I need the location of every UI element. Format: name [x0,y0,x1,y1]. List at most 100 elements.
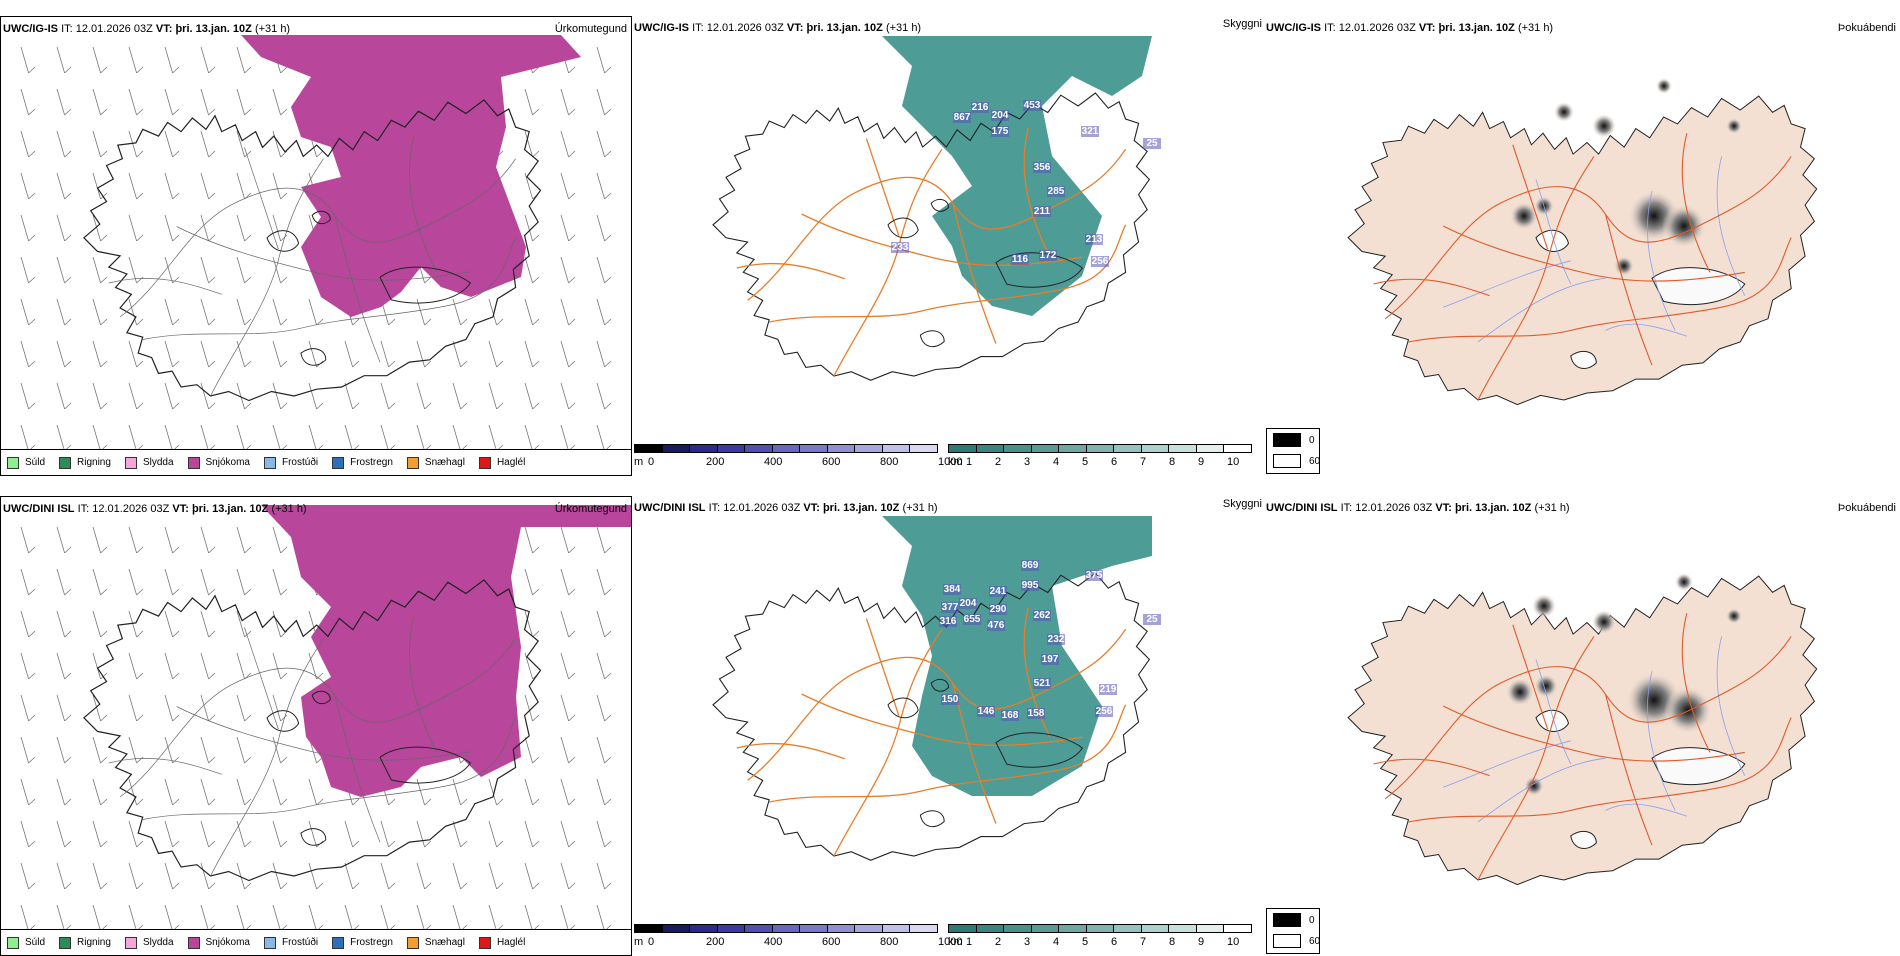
height-tick: 200 [706,936,725,948]
wind-barb [380,904,396,929]
wind-barb [56,904,72,929]
cloud-base-label: 168 [1001,710,1019,721]
header-vt-label: VT: [1418,22,1436,34]
cloud-base-value: 116 [1012,254,1029,265]
visibility-tick: 5 [1082,456,1089,468]
cloud-base-value: 375 [1086,570,1103,581]
header-vt-value: þri. 13.jan. 10Z [175,23,252,35]
wind-barb [164,694,180,722]
header-model: UWC/DINI ISL [1266,502,1338,514]
iceland-land [1347,95,1818,406]
cloud-base-label: 321 [1081,126,1099,137]
wind-barb [200,382,216,410]
precip-header: UWC/DINI ISL IT: 12.01.2026 03Z VT: þri.… [3,503,307,515]
wind-barb [560,778,576,806]
wind-barb [524,694,540,722]
wind-barb [128,130,144,158]
wind-barb [164,424,180,449]
iceland-outline [712,92,1151,381]
wind-barb [92,382,108,410]
visibility-field [882,516,1152,796]
fog-map [1347,78,1818,406]
fog-spot [1726,118,1742,134]
wind-barb [272,820,288,848]
cloud-base-label: 377 [941,602,959,613]
cloud-base-value: 321 [1082,126,1099,137]
header-lead: (+31 h) [1534,502,1570,514]
cloud-base-label: 356 [1033,162,1051,173]
wind-barb [56,526,72,554]
wind-barb [560,862,576,890]
wind-barb [272,652,288,680]
wind-barb [92,904,108,929]
fog-spot [1664,686,1712,734]
visibility-tick: 10 [1227,456,1240,468]
header-it-label: IT: [1324,22,1336,34]
legend-swatch [124,456,137,469]
wind-barb [20,214,36,242]
precip-header: UWC/IG-IS IT: 12.01.2026 03Z VT: þri. 13… [3,23,290,35]
wind-barb [92,820,108,848]
fog-swatch-high [1273,433,1301,447]
wind-barb [92,214,108,242]
wind-barb [236,652,252,680]
fog-spot [1554,102,1574,122]
cloud-base-value: 241 [990,586,1007,597]
fog-spot [1592,610,1616,634]
fog-spot [1510,202,1538,230]
cloud-base-label: 869 [1021,560,1039,571]
road-network [736,607,1127,857]
wind-barb [272,424,288,449]
wind-barb [92,778,108,806]
wind-barb [596,652,612,680]
header-vt-label: VT: [155,23,173,35]
visibility-unit: km [948,936,963,948]
legend-item: Rigning [59,456,111,469]
wind-barb [524,340,540,368]
fog-title: Þokuábendi [1837,22,1896,34]
visibility-tick: 5 [1082,936,1089,948]
legend-swatch [187,936,200,949]
wind-barb [452,904,468,929]
glacier-white [1535,229,1746,369]
height-tick: 800 [880,456,899,468]
cloud-header: UWC/DINI ISL IT: 12.01.2026 03Z VT: þri.… [634,502,938,514]
wind-barb [92,88,108,116]
wind-barb [344,862,360,890]
visibility-colorbar: km 1 2 3 4 5 6 7 8 9 10 [944,444,1264,472]
wind-barb [560,526,576,554]
legend-item: Súld [7,456,45,469]
river-network [1443,636,1746,823]
legend-label: Frostúði [281,937,319,948]
wind-barb [524,820,540,848]
wind-barb [200,610,216,638]
cloud-base-label: 375 [1085,570,1103,581]
cloud-base-label: 25 [1143,138,1161,149]
wind-barb [164,46,180,74]
legend-swatch [263,936,276,949]
wind-barb [452,778,468,806]
wind-barb [236,214,252,242]
height-tick: 800 [880,936,899,948]
header-vt-value: þri. 13.jan. 10Z [191,503,269,515]
wind-barb [128,694,144,722]
wind-barb [272,778,288,806]
legend-swatch [59,456,72,469]
wind-barb [560,904,576,929]
header-lead: (+31 h) [254,23,291,35]
wind-barb [56,214,72,242]
wind-barb [20,820,36,848]
wind-barb [380,862,396,890]
visibility-unit: km [948,456,963,468]
road-network [108,616,516,877]
wind-barb [20,736,36,764]
wind-barb [560,382,576,410]
fog-legend-high: 0 [1309,914,1315,926]
cloud-base-value: 384 [944,584,961,595]
fog-spot [1592,114,1616,138]
cloud-base-value: 158 [1028,708,1045,719]
wind-barb [596,694,612,722]
cloud-base-label: 25 [1143,614,1161,625]
wind-barb [236,88,252,116]
wind-barb [164,904,180,929]
